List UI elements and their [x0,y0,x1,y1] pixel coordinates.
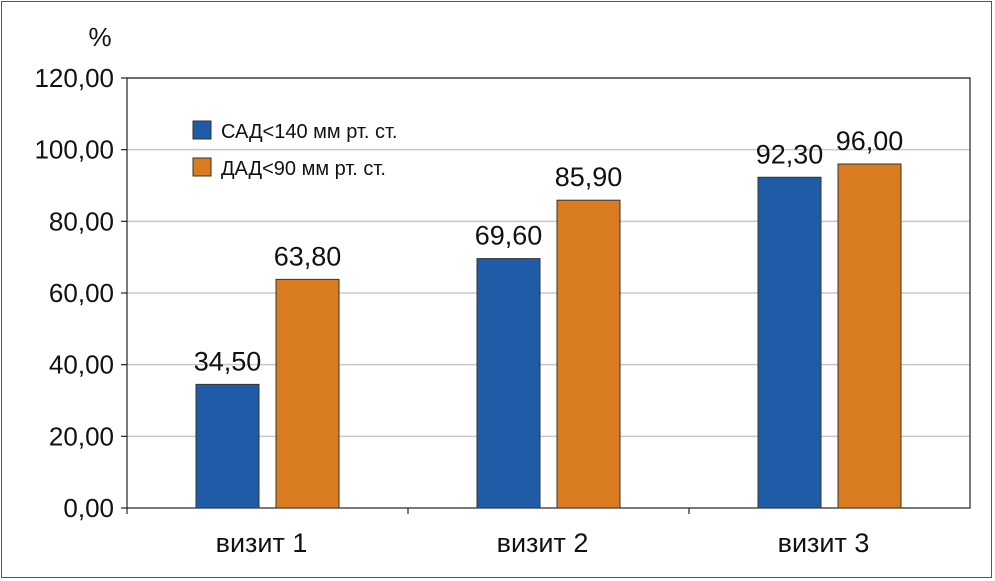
bar-dad [556,199,621,509]
x-tick-label: визит 3 [778,528,870,558]
y-tick-label: 80,00 [49,206,114,236]
y-tick-label: 100,00 [34,135,114,165]
y-tick-label: 0,00 [63,493,114,523]
y-tick-label: 60,00 [49,278,114,308]
data-label: 96,00 [836,126,904,156]
y-tick-label: 120,00 [34,63,114,93]
legend-swatch [192,157,212,177]
data-label: 85,90 [555,162,623,192]
data-label: 92,30 [756,139,824,169]
data-label: 63,80 [274,241,342,271]
x-tick-label: визит 2 [497,528,589,558]
legend-label: САД<140 мм рт. ст. [221,121,397,143]
legend-label: ДАД<90 мм рт. ст. [221,158,386,180]
x-tick-label: визит 1 [216,528,308,558]
plot-area [126,77,971,509]
bar-sad [195,383,260,509]
y-axis-label: % [88,22,111,52]
y-tick-label: 40,00 [49,350,114,380]
bar-dad [275,278,340,509]
y-tick-label: 20,00 [49,421,114,451]
data-label: 34,50 [194,346,262,376]
data-label: 69,60 [475,221,543,251]
bar-sad [757,176,822,509]
bar-sad [476,258,541,509]
legend-swatch [192,120,212,140]
bar-dad [837,163,902,509]
